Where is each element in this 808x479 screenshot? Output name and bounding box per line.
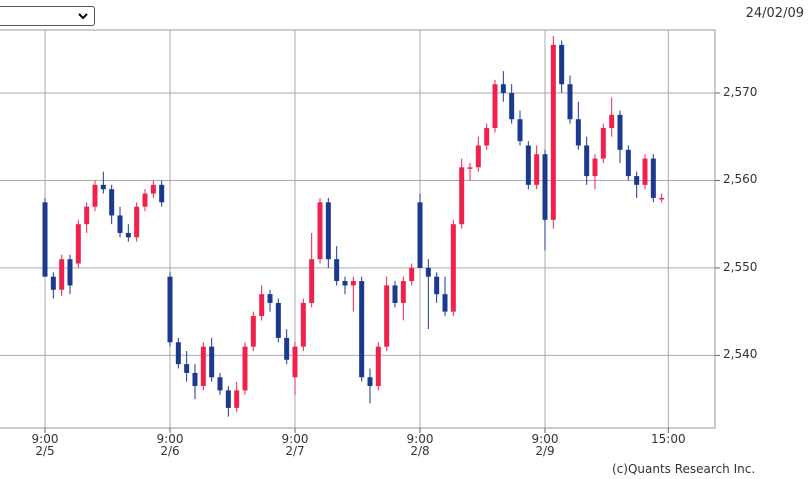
- y-tick-label: 2,540: [723, 347, 758, 362]
- candle-body: [359, 281, 365, 378]
- credit: (c)Quants Research Inc.: [612, 462, 756, 476]
- candle-body: [175, 342, 181, 365]
- candle-body: [92, 184, 98, 207]
- candle-body: [67, 259, 73, 286]
- x-tick-label: 9:00 2/9: [531, 432, 559, 458]
- candle-body: [200, 346, 206, 387]
- plot-area: [0, 29, 716, 429]
- candle-body: [292, 346, 298, 378]
- candle-body: [384, 285, 390, 347]
- candle-body: [567, 84, 573, 120]
- candle-body: [234, 390, 240, 408]
- candle-body: [609, 114, 615, 128]
- candle-body: [659, 197, 665, 200]
- candle-body: [317, 202, 323, 260]
- candle-body: [367, 377, 373, 387]
- candle-body: [125, 232, 131, 238]
- candle-body: [167, 276, 173, 343]
- candle-body: [525, 145, 531, 185]
- candle-body: [142, 193, 148, 207]
- candle-body: [109, 189, 115, 216]
- x-tick-label: 9:00 2/6: [156, 432, 184, 458]
- candle-body: [625, 149, 631, 177]
- candle-body: [634, 176, 640, 185]
- candle-body: [184, 364, 190, 373]
- candle-body: [284, 337, 290, 360]
- candle-body: [117, 215, 123, 233]
- x-tick-label: 9:00 2/8: [406, 432, 434, 458]
- chevron: [78, 13, 88, 20]
- candle-body: [450, 224, 456, 312]
- candle-body: [500, 84, 506, 93]
- candle-body: [392, 285, 398, 303]
- candle-body: [434, 276, 440, 295]
- candle-body: [42, 202, 48, 277]
- candle-body: [425, 267, 431, 277]
- candle-body: [467, 167, 473, 169]
- candle-body: [150, 184, 156, 194]
- candle-body: [400, 281, 406, 303]
- candle-body: [275, 302, 281, 338]
- candle-body: [584, 145, 590, 177]
- dropdown[interactable]: [0, 6, 95, 26]
- date: 24/02/09: [745, 6, 804, 21]
- candle-body: [300, 302, 306, 347]
- candle-body: [442, 294, 448, 312]
- candle-body: [550, 44, 556, 220]
- candle-body: [259, 294, 265, 317]
- candle-body: [242, 346, 248, 391]
- candle-body: [325, 202, 331, 260]
- candle-body: [84, 206, 90, 225]
- candle-body: [375, 346, 381, 387]
- candle-body: [217, 377, 223, 391]
- candle-body: [350, 281, 356, 286]
- x-tick-label: 9:00 2/5: [31, 432, 59, 458]
- candle-body: [417, 202, 423, 268]
- candle-body: [600, 127, 606, 159]
- candle-body: [509, 92, 515, 120]
- candle-body: [209, 346, 215, 378]
- candle-body: [517, 119, 523, 142]
- candle-body: [50, 276, 56, 290]
- x-tick-label: 9:00 2/7: [281, 432, 309, 458]
- candle-body: [542, 154, 548, 220]
- x-tick-label: 15:00: [651, 432, 686, 446]
- candle-body: [342, 281, 348, 286]
- candle-body: [559, 44, 565, 85]
- candle-body: [575, 119, 581, 146]
- candle-body: [100, 184, 106, 190]
- candle-body: [225, 390, 231, 408]
- candle-body: [159, 184, 165, 203]
- candle-body: [534, 154, 540, 185]
- candle-body: [250, 316, 256, 347]
- y-tick-label: 2,570: [723, 84, 758, 99]
- candle-body: [650, 158, 656, 198]
- y-tick-label: 2,550: [723, 259, 758, 274]
- candle-body: [475, 145, 481, 168]
- candle-body: [309, 259, 315, 303]
- candle-body: [334, 259, 340, 282]
- candle-body: [484, 127, 490, 146]
- candle-body: [75, 224, 81, 264]
- candle-body: [459, 167, 465, 225]
- candle-body: [134, 206, 140, 238]
- candle-body: [492, 84, 498, 128]
- candle-body: [267, 294, 273, 303]
- candle-body: [409, 267, 415, 282]
- candle-body: [192, 372, 198, 387]
- y-tick-label: 2,560: [723, 172, 758, 187]
- candle-body: [592, 158, 598, 177]
- candle-body: [642, 158, 648, 185]
- candle-body: [59, 259, 65, 290]
- candle-body: [617, 114, 623, 150]
